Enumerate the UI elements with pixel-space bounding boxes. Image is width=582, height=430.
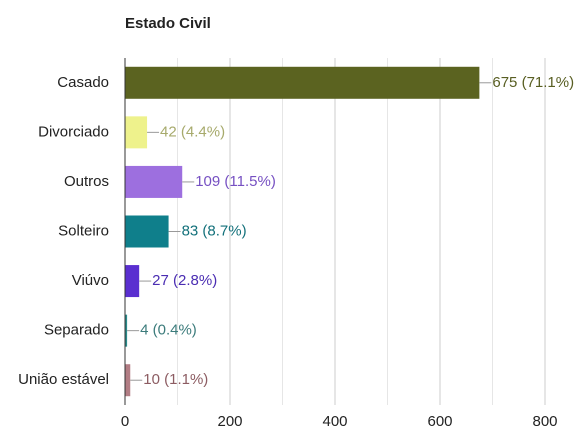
x-tick-label: 200 bbox=[217, 413, 242, 430]
x-tick-label: 400 bbox=[322, 413, 347, 430]
data-label: 675 (71.1%) bbox=[492, 74, 574, 91]
y-tick-label: Solteiro bbox=[58, 222, 109, 239]
x-tick-label: 600 bbox=[427, 413, 452, 430]
x-tick-label: 0 bbox=[121, 413, 129, 430]
x-tick-label: 800 bbox=[532, 413, 557, 430]
y-tick-label: Casado bbox=[57, 74, 109, 91]
bar bbox=[125, 215, 169, 248]
y-tick-label: Viúvo bbox=[72, 272, 109, 289]
bar bbox=[125, 314, 128, 347]
y-tick-label: Divorciado bbox=[38, 123, 109, 140]
data-label: 42 (4.4%) bbox=[160, 123, 225, 140]
data-label: 4 (0.4%) bbox=[140, 322, 197, 339]
data-label: 109 (11.5%) bbox=[195, 173, 276, 190]
bar bbox=[125, 364, 131, 397]
y-tick-label: Separado bbox=[44, 322, 109, 339]
bar bbox=[125, 66, 480, 99]
data-label: 27 (2.8%) bbox=[152, 272, 217, 289]
data-label: 83 (8.7%) bbox=[182, 222, 247, 239]
bar bbox=[125, 116, 148, 149]
bar bbox=[125, 265, 140, 298]
y-tick-label: União estável bbox=[18, 371, 109, 388]
data-label: 10 (1.1%) bbox=[143, 371, 208, 388]
y-tick-label: Outros bbox=[64, 173, 109, 190]
chart-title: Estado Civil bbox=[125, 15, 211, 32]
bar bbox=[125, 165, 183, 198]
